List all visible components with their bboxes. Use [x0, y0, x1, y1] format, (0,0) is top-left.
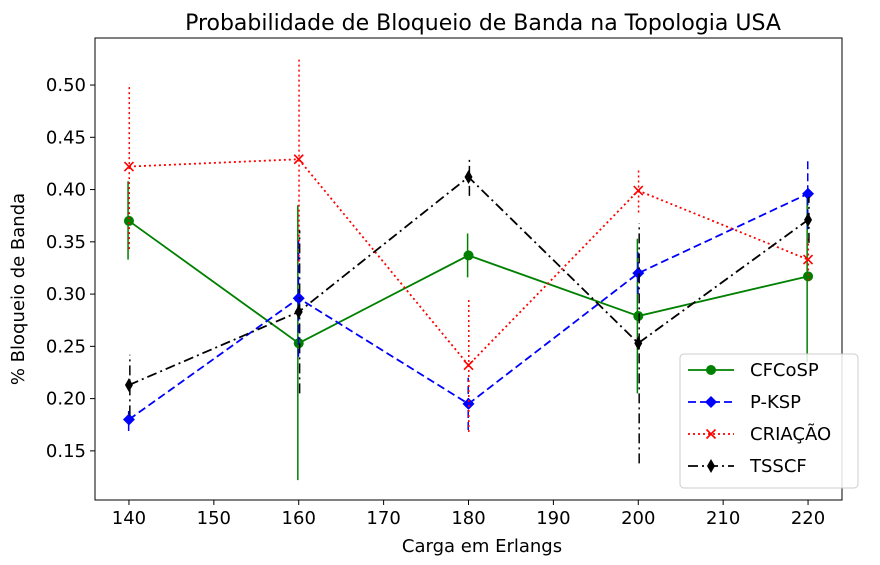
x-tick-label: 220	[791, 508, 825, 529]
chart-title: Probabilidade de Bloqueio de Banda na To…	[185, 11, 781, 36]
x-tick-label: 140	[112, 508, 146, 529]
x-tick-label: 180	[451, 508, 485, 529]
data-point-tsscf	[804, 212, 813, 227]
legend-item-cria-o: CRIAÇÃO	[688, 423, 831, 445]
y-tick-label: 0.30	[46, 284, 86, 305]
legend-marker	[705, 428, 717, 440]
legend-item-p-ksp: P-KSP	[688, 392, 801, 413]
series-cria-o	[123, 56, 814, 433]
data-point-tsscf	[294, 304, 303, 319]
legend-item-tsscf: TSSCF	[688, 456, 807, 477]
data-point-p-ksp	[632, 267, 645, 280]
series-line-cria-o	[128, 158, 809, 367]
data-point-cria-o	[123, 161, 135, 172]
x-tick-label: 210	[706, 508, 740, 529]
y-axis-title: % Bloqueio de Banda	[8, 193, 29, 385]
legend-marker	[707, 459, 715, 473]
data-point-p-ksp	[122, 413, 135, 426]
y-tick-label: 0.20	[46, 389, 86, 410]
data-point-cria-o	[633, 185, 644, 196]
data-point-tsscf	[634, 336, 643, 351]
legend-label: TSSCF	[749, 456, 807, 477]
y-tick-label: 0.45	[46, 127, 86, 148]
x-tick-label: 160	[282, 508, 316, 529]
x-tick-label: 150	[197, 508, 231, 529]
data-point-cria-o	[293, 154, 304, 165]
legend-label: CFCoSP	[750, 360, 819, 381]
y-tick-label: 0.25	[46, 336, 86, 357]
legend: CFCoSP P-KSP CRIAÇÃO TSSCF	[679, 353, 859, 489]
series-p-ksp	[122, 158, 815, 432]
legend-label: CRIAÇÃO	[750, 423, 831, 445]
y-tick-label: 0.50	[46, 75, 86, 96]
series-line-cfcosp	[128, 220, 809, 345]
data-point-p-ksp	[802, 187, 815, 200]
x-axis-title: Carga em Erlangs	[402, 536, 562, 557]
data-point-p-ksp	[462, 397, 475, 410]
x-tick-label: 200	[621, 508, 655, 529]
data-point-cfcosp	[803, 271, 814, 282]
x-tick-label: 170	[366, 508, 400, 529]
legend-box	[679, 353, 859, 489]
data-point-cfcosp	[633, 311, 644, 322]
x-tick-label: 190	[536, 508, 570, 529]
data-point-p-ksp	[292, 292, 305, 305]
y-tick-label: 0.35	[46, 232, 86, 253]
data-point-cfcosp	[123, 215, 134, 226]
legend-label: P-KSP	[750, 392, 801, 413]
data-point-tsscf	[464, 170, 473, 185]
data-point-cfcosp	[463, 250, 474, 261]
y-tick-label: 0.15	[46, 441, 86, 462]
data-point-cria-o	[802, 254, 814, 265]
legend-marker	[706, 365, 716, 375]
legend-item-cfcosp: CFCoSP	[688, 360, 819, 381]
data-point-cria-o	[463, 360, 474, 371]
y-tick-label: 0.40	[46, 180, 86, 201]
series-tsscf	[124, 158, 813, 464]
data-point-tsscf	[124, 378, 133, 393]
legend-marker	[705, 396, 717, 408]
